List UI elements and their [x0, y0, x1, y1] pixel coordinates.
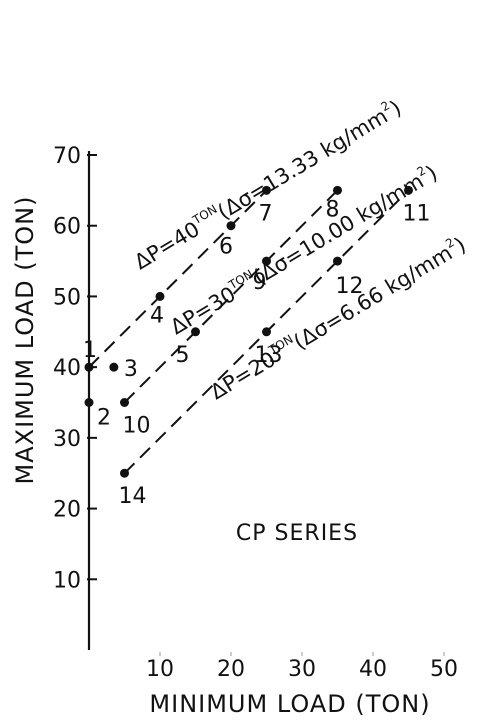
series-label-base: ΔP=40	[130, 217, 204, 274]
x-tick-label: 50	[430, 657, 458, 682]
data-point	[120, 398, 129, 407]
y-tick-label: 20	[53, 498, 81, 523]
data-point-label: 12	[336, 274, 364, 299]
data-point	[333, 185, 342, 195]
data-point	[84, 362, 94, 372]
data-point-label: 3	[124, 357, 138, 382]
data-point-label: 5	[176, 343, 190, 368]
data-point-label: 2	[97, 406, 111, 431]
series-label-1: ΔP=40TON(Δσ=13.33 kg/mm2)	[129, 94, 405, 274]
data-point	[262, 327, 271, 337]
x-tick-label: 30	[288, 657, 316, 682]
y-tick-label: 30	[53, 427, 81, 452]
data-point	[404, 185, 413, 195]
series-annotation: CP SERIES	[236, 521, 358, 546]
data-point-label: 1	[83, 338, 97, 363]
series-label-base: ΔP=30	[166, 282, 240, 339]
data-point	[84, 398, 94, 407]
series-line-1	[88, 189, 268, 368]
series-label-stress: (Δσ=6.66 kg/mm	[289, 241, 456, 354]
data-point-label: 11	[403, 201, 431, 226]
axes: 10 20 30 40 50 60 70 10 20 30 40 50	[53, 144, 458, 682]
data-point	[155, 291, 165, 301]
y-tick-label: 50	[53, 285, 81, 310]
data-point-label: 4	[150, 303, 164, 328]
data-point-label: 10	[123, 414, 151, 439]
data-point-label: 6	[219, 235, 233, 260]
y-tick-label: 10	[53, 568, 81, 593]
data-point	[333, 256, 342, 266]
x-axis-title: MINIMUM LOAD (TON)	[149, 690, 430, 718]
data-point	[226, 221, 236, 231]
y-tick-label: 60	[53, 215, 81, 240]
data-point-label: 7	[259, 201, 273, 226]
data-point-label: 9	[253, 270, 267, 295]
data-point-label: 13	[255, 343, 283, 368]
x-tick-label: 20	[217, 657, 245, 682]
data-point	[120, 468, 129, 478]
series-line-2	[123, 189, 339, 404]
data-points	[84, 185, 413, 478]
x-tick-label: 40	[359, 657, 387, 682]
data-point	[191, 327, 200, 337]
data-point	[109, 362, 119, 372]
y-tick-label: 40	[53, 356, 81, 381]
data-point	[262, 185, 271, 195]
data-point-label: 8	[326, 197, 340, 222]
x-tick-label: 10	[146, 657, 174, 682]
data-point-label: 14	[119, 484, 147, 509]
data-point	[262, 256, 271, 266]
y-tick-label: 70	[53, 144, 81, 169]
y-axis-title: MAXIMUM LOAD (TON)	[11, 196, 39, 485]
